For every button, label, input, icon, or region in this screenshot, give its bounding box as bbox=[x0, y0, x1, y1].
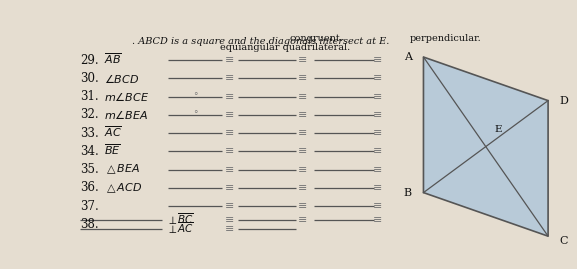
Text: ≡: ≡ bbox=[225, 224, 234, 234]
Text: 37.: 37. bbox=[80, 200, 99, 213]
Text: $\angle BCD$: $\angle BCD$ bbox=[104, 72, 140, 85]
Text: ≡: ≡ bbox=[225, 201, 234, 211]
Text: ≡: ≡ bbox=[372, 73, 382, 83]
Text: ≡: ≡ bbox=[225, 110, 234, 120]
Text: ≡: ≡ bbox=[298, 146, 308, 156]
Text: $\overline{BE}$: $\overline{BE}$ bbox=[104, 143, 121, 157]
Text: 35.: 35. bbox=[80, 163, 99, 176]
Text: $\perp$: $\perp$ bbox=[166, 214, 177, 226]
Text: ≡: ≡ bbox=[372, 146, 382, 156]
Text: ≡: ≡ bbox=[372, 165, 382, 175]
Text: ≡: ≡ bbox=[298, 73, 308, 83]
Text: ≡: ≡ bbox=[372, 215, 382, 225]
Text: $\triangle ACD$: $\triangle ACD$ bbox=[104, 181, 143, 194]
Text: E: E bbox=[494, 125, 502, 134]
Text: $\triangle BEA$: $\triangle BEA$ bbox=[104, 163, 141, 176]
Text: ≡: ≡ bbox=[372, 183, 382, 193]
Text: $\overline{AC}$: $\overline{AC}$ bbox=[177, 220, 194, 235]
Text: ≡: ≡ bbox=[372, 201, 382, 211]
Text: . ABCD is a square and the diagonals intersect at E.: . ABCD is a square and the diagonals int… bbox=[133, 37, 390, 47]
Text: B: B bbox=[404, 187, 412, 198]
Text: ≡: ≡ bbox=[225, 55, 234, 65]
Text: equiangular quadrilateral.: equiangular quadrilateral. bbox=[220, 43, 350, 52]
Text: 32.: 32. bbox=[80, 108, 99, 121]
Text: 31.: 31. bbox=[80, 90, 99, 103]
Text: ≡: ≡ bbox=[225, 165, 234, 175]
Text: $\overline{AC}$: $\overline{AC}$ bbox=[104, 125, 122, 139]
Text: 38.: 38. bbox=[80, 218, 99, 231]
Text: ≡: ≡ bbox=[298, 128, 308, 138]
Text: 33.: 33. bbox=[80, 127, 99, 140]
Text: $\perp$: $\perp$ bbox=[166, 223, 177, 235]
Text: ≡: ≡ bbox=[225, 73, 234, 83]
Text: ≡: ≡ bbox=[225, 128, 234, 138]
Text: ≡: ≡ bbox=[225, 92, 234, 102]
Text: °: ° bbox=[193, 92, 197, 101]
Text: ≡: ≡ bbox=[225, 183, 234, 193]
Text: ≡: ≡ bbox=[225, 215, 234, 225]
Text: congruent.: congruent. bbox=[289, 34, 343, 43]
Text: ≡: ≡ bbox=[298, 215, 308, 225]
Text: ≡: ≡ bbox=[372, 128, 382, 138]
Text: ≡: ≡ bbox=[372, 92, 382, 102]
Text: °: ° bbox=[193, 111, 197, 119]
Text: ≡: ≡ bbox=[298, 55, 308, 65]
Text: ≡: ≡ bbox=[372, 55, 382, 65]
Text: D: D bbox=[559, 95, 568, 106]
Text: ≡: ≡ bbox=[298, 183, 308, 193]
Text: $m\angle BCE$: $m\angle BCE$ bbox=[104, 90, 149, 103]
Text: ≡: ≡ bbox=[298, 201, 308, 211]
Text: ≡: ≡ bbox=[298, 92, 308, 102]
Text: $m\angle BEA$: $m\angle BEA$ bbox=[104, 108, 149, 121]
Text: ≡: ≡ bbox=[298, 110, 308, 120]
Text: $\overline{AB}$: $\overline{AB}$ bbox=[104, 52, 122, 66]
Text: 29.: 29. bbox=[80, 54, 99, 67]
Text: perpendicular.: perpendicular. bbox=[410, 34, 481, 43]
Text: 36.: 36. bbox=[80, 181, 99, 194]
Text: A: A bbox=[404, 52, 412, 62]
Text: ≡: ≡ bbox=[298, 165, 308, 175]
Text: 30.: 30. bbox=[80, 72, 99, 85]
Text: ≡: ≡ bbox=[372, 110, 382, 120]
Text: $\overline{BC}$: $\overline{BC}$ bbox=[177, 211, 193, 226]
Polygon shape bbox=[424, 57, 548, 236]
Text: 34.: 34. bbox=[80, 145, 99, 158]
Text: ≡: ≡ bbox=[225, 146, 234, 156]
Text: C: C bbox=[560, 236, 568, 246]
